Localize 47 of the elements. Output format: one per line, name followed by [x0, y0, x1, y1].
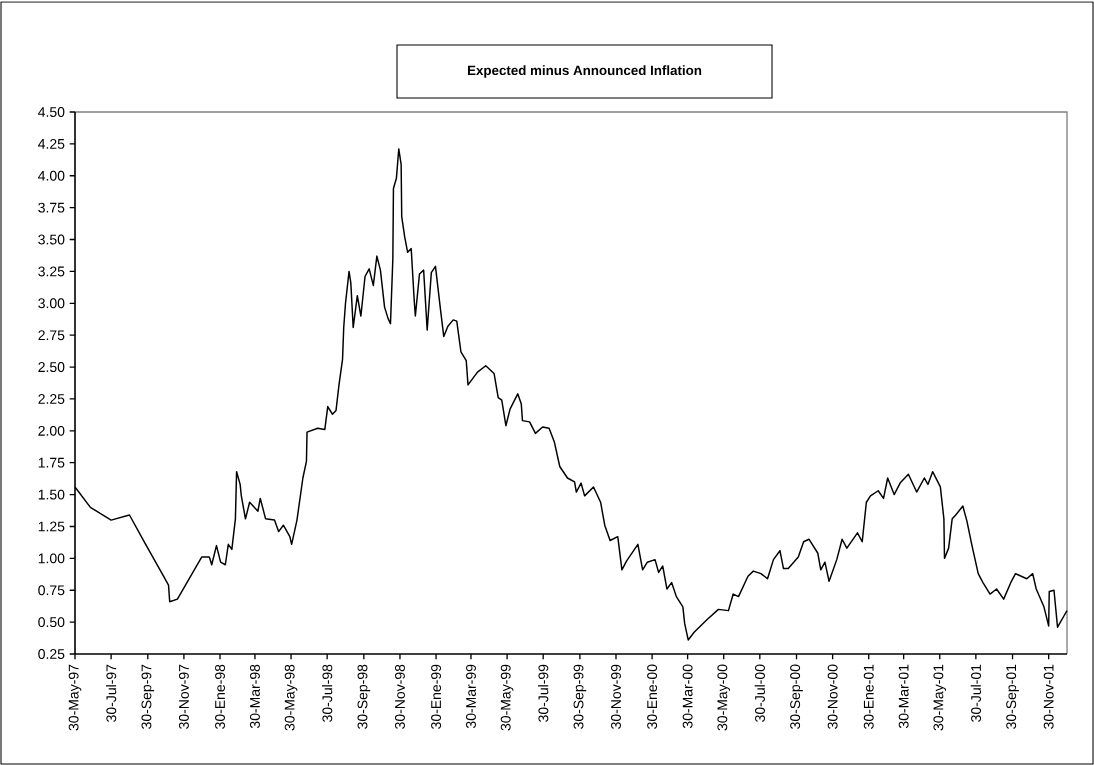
- x-tick-label: 30-Sep-99: [573, 664, 587, 729]
- chart-title: Expected minus Announced Inflation: [467, 65, 702, 78]
- x-tick-label: 30-Mar-98: [249, 664, 260, 729]
- y-tick-label: 2.50: [38, 362, 65, 373]
- x-tick-label: 30-Nov-01: [1043, 664, 1054, 729]
- x-tick-label: 30-Jul-01: [970, 664, 982, 722]
- x-tick-label: 30-Ene-99: [431, 664, 442, 729]
- x-tick-label: 30-Nov-97: [178, 664, 189, 729]
- y-tick-label: 4.50: [38, 107, 65, 117]
- x-tick-label: 30-May-01: [933, 664, 947, 731]
- x-tick-label: 30-May-98: [284, 664, 298, 731]
- y-tick-label: 3.50: [38, 234, 65, 245]
- x-tick-label: 30-Sep-98: [357, 664, 371, 729]
- x-tick-label: 30-Jul-99: [538, 664, 549, 722]
- y-tick-label: 3.75: [38, 202, 65, 213]
- y-tick-label: 4.25: [38, 138, 65, 149]
- x-tick-label: 30-Mar-99: [466, 664, 476, 729]
- x-tick-label: 30-Jul-98: [322, 664, 333, 722]
- x-tick-label: 30-Jul-00: [754, 664, 765, 722]
- x-tick-label: 30-Mar-00: [682, 664, 693, 729]
- x-tick-label: 30-Mar-01: [898, 664, 909, 729]
- x-tick-label: 30-Ene-01: [863, 664, 874, 729]
- x-tick-label: 30-Sep-01: [1006, 664, 1019, 729]
- x-tick-label: 30-May-97: [68, 664, 82, 731]
- y-tick-label: 1.00: [38, 553, 65, 564]
- y-tick-label: 1.75: [38, 457, 65, 468]
- x-tick-label: 30-Sep-00: [790, 664, 803, 729]
- x-tick-label: 30-Ene-00: [647, 664, 658, 729]
- x-tick-label: 30-Nov-98: [395, 664, 405, 729]
- y-tick-label: 0.50: [38, 617, 65, 628]
- y-tick-label: 2.25: [38, 394, 65, 404]
- y-tick-label: 1.25: [38, 521, 65, 532]
- y-tick-label: 1.50: [38, 489, 65, 500]
- y-tick-label: 3.00: [38, 298, 65, 309]
- x-tick-label: 30-May-99: [500, 664, 514, 731]
- y-tick-label: 2.00: [38, 425, 65, 436]
- x-tick-label: 30-Ene-98: [215, 664, 225, 729]
- y-tick-label: 0.75: [38, 585, 65, 596]
- x-tick-label: 30-Nov-99: [611, 664, 621, 729]
- x-tick-label: 30-Jul-97: [105, 664, 117, 722]
- y-tick-label: 3.25: [38, 266, 65, 277]
- y-tick-label: 0.25: [38, 649, 65, 659]
- x-tick-label: 30-Nov-00: [827, 664, 838, 729]
- x-tick-label: 30-Sep-97: [141, 664, 155, 729]
- y-tick-label: 4.00: [38, 170, 65, 181]
- y-tick-label: 2.75: [38, 330, 65, 341]
- x-tick-label: 30-May-00: [717, 664, 731, 731]
